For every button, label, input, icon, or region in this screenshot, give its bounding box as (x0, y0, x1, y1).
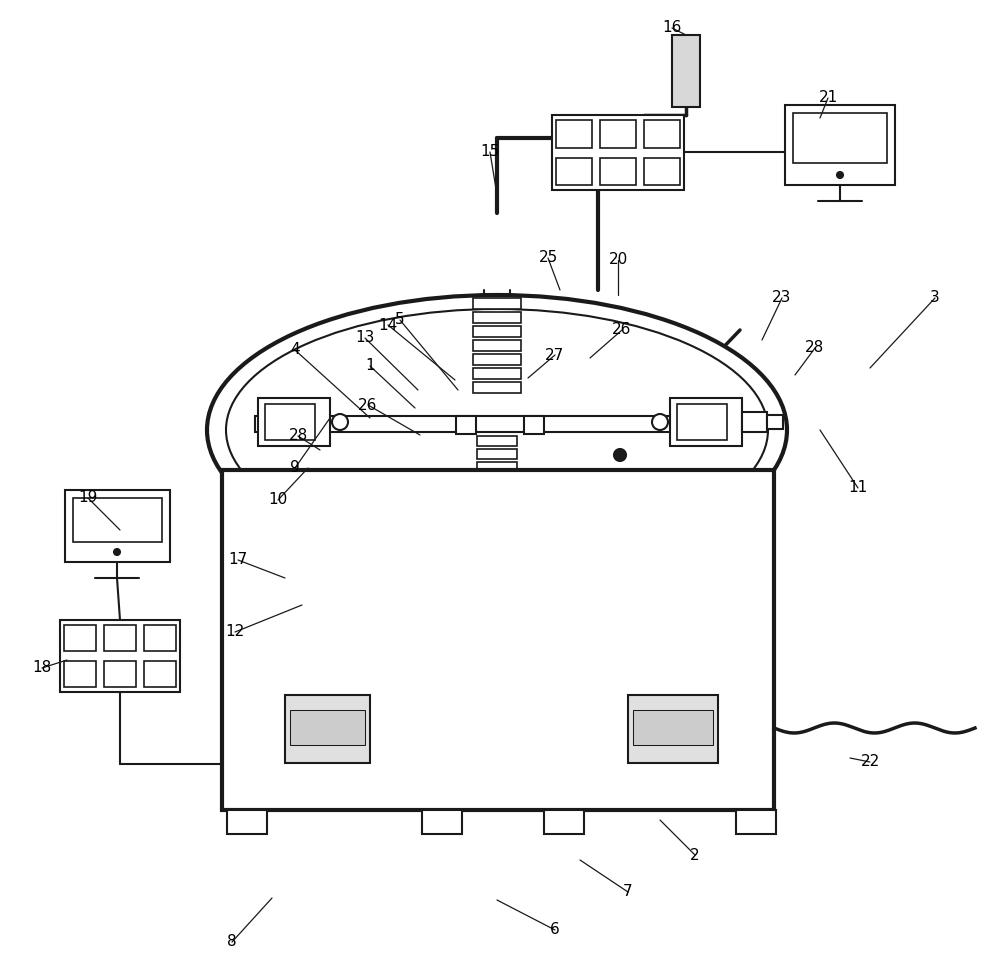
Bar (222, 470, 774, 810)
Bar (65, 490, 170, 562)
Text: 14: 14 (378, 318, 398, 332)
Circle shape (652, 414, 668, 430)
Bar (64, 625, 96, 651)
Bar (793, 113, 887, 163)
Bar (628, 695, 718, 763)
Circle shape (114, 549, 120, 555)
Bar (672, 35, 700, 107)
Bar (552, 115, 684, 190)
Bar (677, 404, 727, 440)
Bar (473, 382, 521, 393)
Bar (473, 368, 521, 379)
Bar (227, 810, 267, 834)
Text: 26: 26 (612, 322, 632, 338)
Bar (258, 398, 330, 446)
Bar (104, 625, 136, 651)
Text: 5: 5 (395, 313, 405, 327)
Bar (144, 661, 176, 687)
Bar (544, 810, 584, 834)
Bar (767, 415, 783, 429)
Bar (473, 340, 521, 351)
Bar (477, 475, 517, 485)
Bar (73, 498, 162, 542)
Bar (644, 120, 680, 147)
Circle shape (614, 449, 626, 461)
Text: 19: 19 (78, 491, 98, 505)
Bar (64, 661, 96, 687)
Bar (290, 710, 365, 745)
Bar (600, 158, 636, 185)
Bar (144, 625, 176, 651)
Text: 28: 28 (805, 341, 825, 355)
Bar (473, 298, 521, 309)
Text: 15: 15 (480, 144, 500, 160)
Text: 3: 3 (930, 290, 940, 306)
Bar (644, 158, 680, 185)
Bar (104, 661, 136, 687)
Bar (556, 120, 592, 147)
Text: 22: 22 (860, 754, 880, 770)
Text: 18: 18 (32, 660, 52, 676)
Text: 20: 20 (608, 253, 628, 267)
Text: 9: 9 (290, 461, 300, 475)
Text: 13: 13 (355, 330, 375, 346)
Bar (473, 312, 521, 323)
Text: 16: 16 (662, 20, 682, 36)
Bar (742, 412, 767, 432)
Text: 10: 10 (268, 493, 288, 507)
Text: 7: 7 (623, 885, 633, 899)
Text: 6: 6 (550, 923, 560, 937)
Bar (785, 105, 895, 185)
Bar (477, 449, 517, 459)
Text: 27: 27 (545, 348, 565, 362)
Circle shape (332, 414, 348, 430)
Bar (285, 695, 370, 763)
Bar (736, 810, 776, 834)
Text: 2: 2 (690, 848, 700, 862)
Text: 26: 26 (358, 398, 378, 412)
Bar (477, 462, 517, 472)
Text: 1: 1 (365, 358, 375, 374)
Text: 8: 8 (227, 934, 237, 950)
Bar (473, 354, 521, 365)
Text: 25: 25 (538, 251, 558, 265)
Bar (600, 120, 636, 147)
Bar (473, 326, 521, 337)
Bar (422, 810, 462, 834)
Text: 23: 23 (772, 290, 792, 306)
Bar (524, 416, 544, 434)
Text: 12: 12 (225, 624, 245, 640)
Text: 11: 11 (848, 480, 868, 496)
Text: 21: 21 (818, 90, 838, 106)
Text: 17: 17 (228, 553, 248, 567)
Circle shape (837, 172, 843, 178)
Bar (265, 404, 315, 440)
Ellipse shape (207, 295, 787, 565)
Text: 4: 4 (290, 343, 300, 357)
Bar (633, 710, 713, 745)
Bar (556, 158, 592, 185)
Bar (60, 620, 180, 692)
Bar (670, 398, 742, 446)
Bar (255, 416, 740, 432)
Text: 28: 28 (288, 429, 308, 443)
Bar (456, 416, 476, 434)
Bar (477, 436, 517, 446)
